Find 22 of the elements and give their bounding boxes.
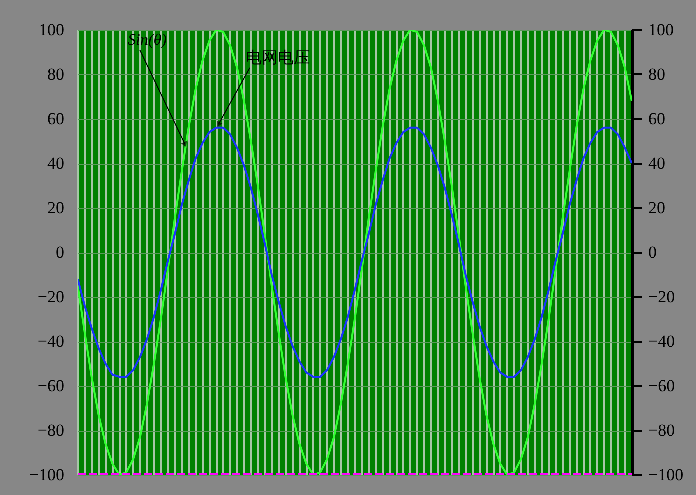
y-tick-label: 60 (48, 110, 64, 128)
y2-tick-label: −60 (648, 376, 676, 396)
y2-tick-label: 0 (648, 243, 657, 262)
y2-tick-label: −100 (648, 466, 684, 484)
y2-tick-label: −40 (648, 332, 676, 351)
y2-tick-label: 80 (648, 65, 666, 84)
y-tick-label: −40 (38, 332, 64, 351)
y-tick-label: 20 (48, 198, 64, 218)
y-tick-label: 0 (56, 243, 64, 262)
y-tick-label: −20 (38, 288, 64, 306)
y-tick-label: 40 (48, 154, 64, 173)
y2-tick-label: 100 (648, 20, 674, 40)
y2-tick-label: 20 (648, 198, 666, 218)
y2-tick-label: −20 (648, 288, 676, 306)
y2-tick-label: 60 (648, 110, 666, 128)
y2-tick-label: −80 (648, 421, 676, 440)
y-tick-label: 80 (48, 65, 64, 84)
y-tick-label: −60 (38, 376, 64, 396)
y-tick-label: −100 (29, 466, 64, 484)
y2-tick-label: 40 (648, 154, 666, 173)
y-tick-label: 100 (39, 20, 64, 40)
y-tick-label: −80 (38, 421, 64, 440)
